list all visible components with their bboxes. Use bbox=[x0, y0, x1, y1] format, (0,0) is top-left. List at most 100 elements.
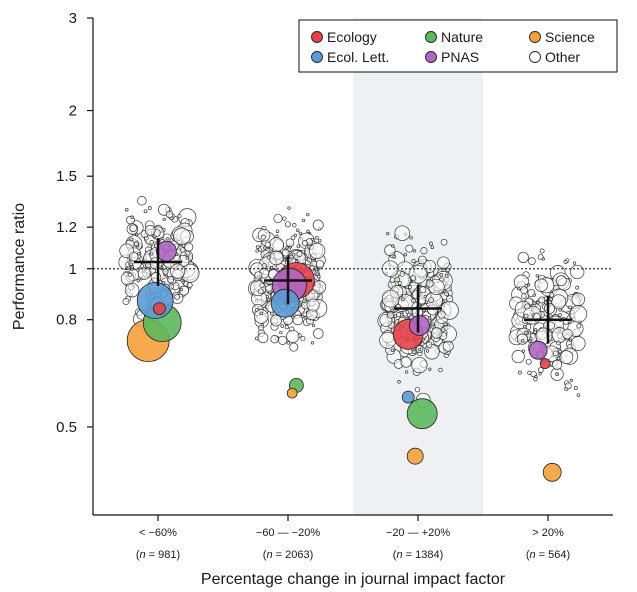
data-point-other bbox=[295, 228, 300, 232]
legend-marker-ecology bbox=[311, 31, 323, 43]
data-point-other bbox=[165, 210, 174, 219]
data-point-other bbox=[400, 297, 405, 302]
y-tick-label: 3 bbox=[69, 10, 77, 27]
data-point-other bbox=[268, 247, 273, 252]
data-point-other bbox=[397, 281, 402, 286]
data-point-other bbox=[128, 251, 139, 262]
data-point-other bbox=[185, 256, 189, 260]
data-point-other bbox=[524, 303, 531, 310]
data-point-other bbox=[250, 280, 266, 297]
data-point-other bbox=[533, 377, 538, 382]
data-point-other bbox=[405, 310, 410, 314]
data-point-other bbox=[517, 251, 529, 263]
data-point-other bbox=[551, 294, 567, 310]
y-tick-label: 1 bbox=[69, 261, 77, 278]
data-point-other bbox=[291, 315, 295, 320]
x-sample-size-label: (n = 1384) bbox=[393, 549, 443, 561]
data-point-other bbox=[186, 282, 193, 289]
data-point-pnas bbox=[155, 240, 177, 262]
legend-label-pnas: PNAS bbox=[441, 49, 479, 65]
data-point-other bbox=[253, 309, 269, 324]
data-point-other bbox=[144, 224, 156, 236]
data-point-ecollett bbox=[270, 288, 300, 318]
data-point-other bbox=[575, 285, 580, 290]
data-point-other bbox=[431, 327, 443, 339]
data-point-other bbox=[417, 255, 427, 265]
data-point-other bbox=[525, 358, 532, 365]
data-point-other bbox=[122, 297, 130, 305]
legend: Ecology Nature Science Ecol. Lett. PNAS Other bbox=[298, 19, 618, 73]
data-point-other bbox=[285, 246, 289, 250]
data-point-other bbox=[532, 293, 536, 297]
data-point-other bbox=[396, 312, 402, 318]
data-point-other bbox=[414, 386, 421, 393]
data-point-other bbox=[389, 277, 396, 284]
data-point-other bbox=[177, 213, 182, 219]
data-point-other bbox=[264, 241, 271, 248]
data-point-other bbox=[281, 248, 290, 257]
data-point-other bbox=[423, 294, 427, 299]
axes: 0.5 0.8 1 1.2 1.5 2 3 < −60% (n = 981) −60 — −20%… bbox=[56, 10, 613, 561]
data-point-other bbox=[442, 340, 454, 352]
data-point-other bbox=[425, 279, 434, 288]
data-point-other bbox=[569, 378, 573, 382]
data-point-other bbox=[134, 232, 139, 237]
data-point-other bbox=[405, 244, 414, 253]
data-point-other bbox=[410, 275, 416, 281]
data-point-other bbox=[306, 298, 320, 312]
data-point-other bbox=[255, 245, 260, 249]
data-point-other bbox=[130, 267, 134, 271]
data-point-other bbox=[570, 264, 585, 280]
legend-marker-ecollett bbox=[311, 51, 323, 63]
data-point-other bbox=[568, 305, 572, 310]
data-point-other bbox=[279, 330, 283, 335]
data-point-other bbox=[428, 241, 433, 246]
data-point-science bbox=[406, 447, 424, 465]
data-point-other bbox=[312, 219, 324, 231]
data-point-other bbox=[129, 262, 133, 266]
data-point-other bbox=[403, 252, 408, 257]
data-point-other bbox=[520, 339, 525, 343]
data-point-other bbox=[390, 308, 394, 312]
data-point-other bbox=[549, 297, 554, 302]
data-point-other bbox=[576, 393, 581, 397]
data-point-other bbox=[411, 349, 417, 354]
y-tick-label: 0.5 bbox=[56, 419, 77, 436]
data-point-other bbox=[286, 329, 300, 343]
data-point-other bbox=[572, 261, 577, 265]
data-point-other bbox=[532, 301, 537, 306]
data-point-other bbox=[311, 323, 316, 328]
data-point-other bbox=[424, 300, 428, 304]
data-point-other bbox=[293, 233, 297, 238]
y-tick-label: 2 bbox=[69, 103, 77, 120]
data-point-other bbox=[298, 231, 302, 236]
data-point-other bbox=[559, 350, 574, 364]
data-point-other bbox=[301, 240, 308, 247]
data-point-other bbox=[296, 250, 303, 257]
data-point-other bbox=[315, 272, 319, 276]
data-point-other bbox=[280, 324, 284, 328]
data-point-other bbox=[257, 288, 264, 295]
data-point-other bbox=[259, 282, 265, 288]
legend-marker-pnas bbox=[425, 51, 437, 63]
data-point-other bbox=[268, 290, 272, 294]
data-point-other bbox=[167, 276, 175, 284]
data-point-other bbox=[150, 272, 162, 283]
data-point-other bbox=[302, 298, 307, 303]
data-point-other bbox=[543, 302, 556, 315]
data-point-other bbox=[442, 321, 448, 327]
data-point-other bbox=[127, 272, 133, 278]
data-point-other bbox=[531, 313, 535, 317]
data-point-other bbox=[571, 292, 586, 307]
data-point-other bbox=[552, 359, 563, 370]
data-point-other bbox=[287, 206, 291, 210]
data-point-other bbox=[257, 332, 269, 344]
data-point-other bbox=[149, 240, 154, 245]
data-point-other bbox=[428, 316, 432, 320]
data-point-other bbox=[275, 229, 280, 233]
data-point-other bbox=[439, 273, 444, 277]
data-point-other bbox=[562, 328, 573, 340]
data-point-other bbox=[273, 213, 283, 224]
data-point-other bbox=[263, 246, 267, 250]
data-point-pnas bbox=[528, 340, 548, 360]
